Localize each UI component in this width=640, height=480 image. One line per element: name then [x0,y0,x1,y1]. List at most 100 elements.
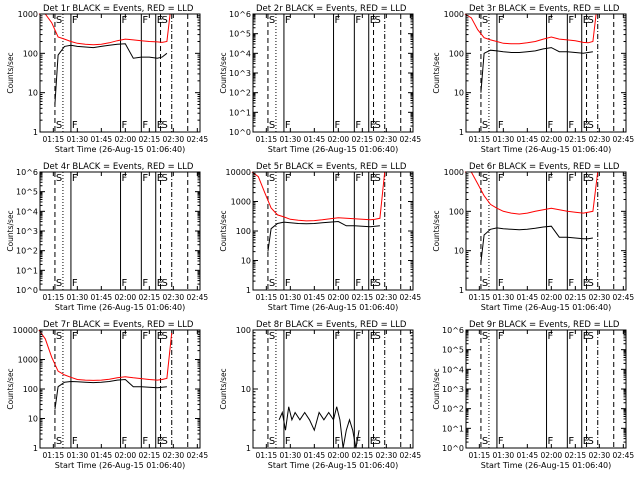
marker-label-F: F [142,278,148,289]
marker-label-E: E [370,15,376,26]
x-tick-label: 02:15 [139,135,161,144]
marker-label-F: F [355,436,361,447]
panel-title: Det 9r BLACK = Events, RED = LLD [469,320,620,330]
marker-label-F: F [568,173,574,184]
marker-label-F: F [335,331,341,342]
marker-label-F: F [285,15,291,26]
x-tick-label: 02:30 [163,451,185,460]
x-tick-label: 02:00 [328,293,350,302]
panel-title: Det 4r BLACK = Events, RED = LLD [43,162,194,172]
y-tick-label: 10^5 [16,188,38,197]
marker-label-S: S [56,120,62,131]
marker-label-F: F [568,436,574,447]
marker-label-S: S [588,120,594,131]
marker-label-F: F [142,173,148,184]
x-tick-label: 01:15 [256,451,278,460]
x-tick-label: 01:30 [493,451,515,460]
y-tick-label: 100 [236,326,251,335]
y-tick-label: 10 [241,257,251,266]
y-tick-label: 1000 [231,198,251,207]
series-line-lld [38,13,171,46]
y-tick-label: 10000 [226,168,251,177]
series-line-events [480,47,593,93]
x-tick-label: 01:15 [43,293,65,302]
marker-label-E: E [370,331,376,342]
y-tick-label: 1000 [444,168,464,177]
y-tick-label: 10^5 [442,346,464,355]
marker-label-S: S [269,173,275,184]
x-tick-label: 02:30 [163,135,185,144]
x-tick-label: 01:30 [67,293,89,302]
marker-label-E: E [583,278,589,289]
y-tick-label: 10^1 [229,108,251,117]
x-axis-label: Start Time (26-Aug-15 01:06:40) [55,461,186,470]
marker-label-E: E [583,120,589,131]
marker-label-F: F [285,173,291,184]
plot-frame [465,171,627,291]
marker-label-F: F [548,331,554,342]
y-tick-label: 1 [33,128,38,137]
marker-label-S: S [588,173,594,184]
series-line-lld [464,171,599,215]
y-tick-label: 10^3 [16,227,38,236]
x-tick-label: 01:15 [43,451,65,460]
series-line-lld [464,13,597,45]
marker-label-E: E [157,436,163,447]
marker-label-F: F [72,331,78,342]
x-tick-label: 02:45 [400,293,422,302]
x-axis-label: Start Time (26-Aug-15 01:06:40) [481,145,612,154]
marker-label-F: F [72,120,78,131]
plot-frame [252,171,414,291]
y-tick-label: 10^1 [16,266,38,275]
marker-label-S: S [482,278,488,289]
marker-label-F: F [498,173,504,184]
panel-4: SSFFFFFFEESS10^010^110^210^310^410^510^6… [6,162,208,312]
x-axis-label: Start Time (26-Aug-15 01:06:40) [481,303,612,312]
marker-label-F: F [335,436,341,447]
marker-label-S: S [162,173,168,184]
x-tick-label: 01:15 [469,451,491,460]
y-tick-label: 10^6 [16,168,38,177]
plot-frame [39,329,201,449]
x-tick-label: 02:00 [115,451,137,460]
x-tick-label: 02:15 [139,293,161,302]
marker-label-F: F [122,436,128,447]
x-tick-label: 02:00 [115,293,137,302]
marker-label-F: F [568,15,574,26]
y-tick-label: 1000 [18,356,38,365]
marker-label-S: S [56,173,62,184]
marker-label-S: S [269,331,275,342]
panel-title: Det 2r BLACK = Events, RED = LLD [256,4,407,14]
marker-label-F: F [355,331,361,342]
y-tick-label: 10^6 [442,326,464,335]
x-tick-label: 02:30 [376,293,398,302]
x-axis-label: Start Time (26-Aug-15 01:06:40) [268,461,399,470]
marker-label-F: F [72,15,78,26]
x-tick-label: 02:00 [328,135,350,144]
x-axis-label: Start Time (26-Aug-15 01:06:40) [268,145,399,154]
y-tick-label: 10 [454,89,464,98]
marker-label-S: S [56,278,62,289]
plot-frame [252,329,414,449]
marker-label-E: E [157,173,163,184]
marker-label-F: F [142,15,148,26]
marker-label-F: F [548,173,554,184]
marker-label-S: S [269,436,275,447]
y-tick-label: 1 [246,444,251,453]
marker-label-S: S [162,436,168,447]
marker-label-F: F [142,331,148,342]
y-tick-label: 10^2 [16,247,38,256]
marker-label-F: F [72,278,78,289]
marker-label-F: F [548,15,554,26]
panel-title: Det 6r BLACK = Events, RED = LLD [469,162,620,172]
x-tick-label: 02:15 [565,135,587,144]
x-tick-label: 02:45 [400,135,422,144]
marker-label-E: E [370,173,376,184]
y-tick-label: 10^3 [442,385,464,394]
x-tick-label: 02:45 [187,293,209,302]
panel-title: Det 7r BLACK = Events, RED = LLD [43,320,194,330]
marker-label-E: E [583,15,589,26]
x-tick-label: 02:00 [541,451,563,460]
plot-frame [39,13,201,133]
y-axis-label: Counts/sec [432,368,441,409]
